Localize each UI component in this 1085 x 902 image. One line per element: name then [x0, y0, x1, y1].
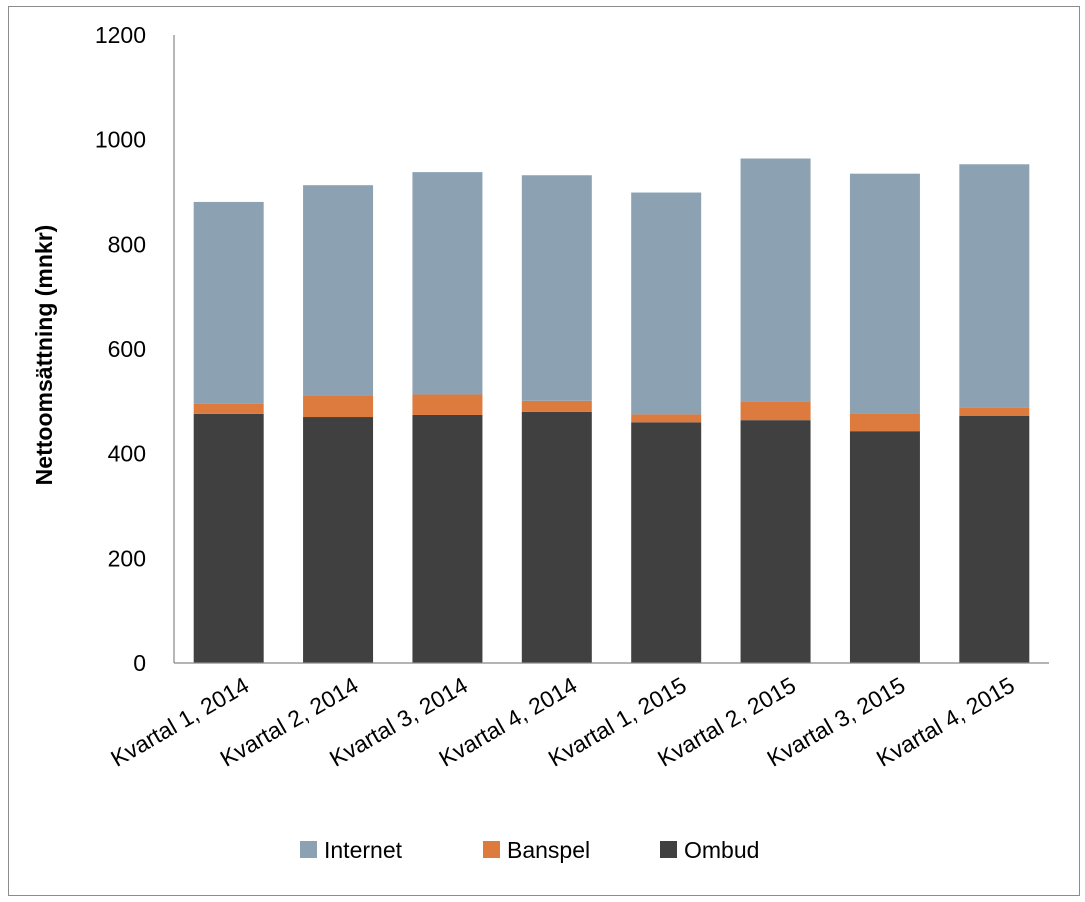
legend-swatch-ombud [660, 841, 677, 858]
legend-swatch-banspel [483, 841, 500, 858]
bar-ombud-5 [631, 422, 702, 663]
bar-banspel-7 [849, 413, 920, 432]
legend-label-banspel: Banspel [507, 837, 590, 863]
bar-banspel-8 [959, 407, 1030, 416]
bar-ombud-7 [849, 431, 920, 663]
bar-internet-5 [631, 192, 702, 415]
bar-ombud-8 [959, 415, 1030, 663]
bar-internet-6 [740, 158, 811, 402]
bar-ombud-1 [193, 413, 264, 663]
bars-group [193, 158, 1030, 663]
y-tick-label: 600 [108, 336, 146, 362]
bar-ombud-2 [303, 417, 374, 663]
bar-banspel-5 [631, 414, 702, 423]
bar-banspel-4 [521, 400, 592, 412]
legend-swatch-internet [300, 841, 317, 858]
legend: Internet Banspel Ombud [300, 837, 759, 863]
y-tick-label: 800 [108, 231, 146, 257]
y-tick-labels: 0 200 400 600 800 1000 1200 [95, 22, 146, 676]
y-axis-title: Nettoomsättning (mnkr) [31, 225, 57, 486]
bar-internet-8 [959, 164, 1030, 408]
bar-internet-4 [521, 175, 592, 401]
y-tick-label: 0 [133, 650, 146, 676]
bar-banspel-1 [193, 403, 264, 414]
y-tick-label: 1200 [95, 22, 146, 48]
legend-label-internet: Internet [324, 837, 403, 863]
bar-internet-1 [193, 201, 264, 404]
y-tick-label: 400 [108, 441, 146, 467]
y-tick-label: 200 [108, 545, 146, 571]
legend-label-ombud: Ombud [684, 837, 759, 863]
bar-banspel-2 [303, 395, 374, 418]
bar-banspel-3 [412, 394, 483, 415]
bar-internet-3 [412, 172, 483, 395]
bar-ombud-4 [521, 411, 592, 663]
bar-ombud-6 [740, 420, 811, 663]
bar-banspel-6 [740, 401, 811, 421]
bar-internet-2 [303, 185, 374, 396]
bar-ombud-3 [412, 414, 483, 663]
bar-internet-7 [849, 173, 920, 414]
y-tick-label: 1000 [95, 127, 146, 153]
axes-group [173, 35, 1049, 664]
